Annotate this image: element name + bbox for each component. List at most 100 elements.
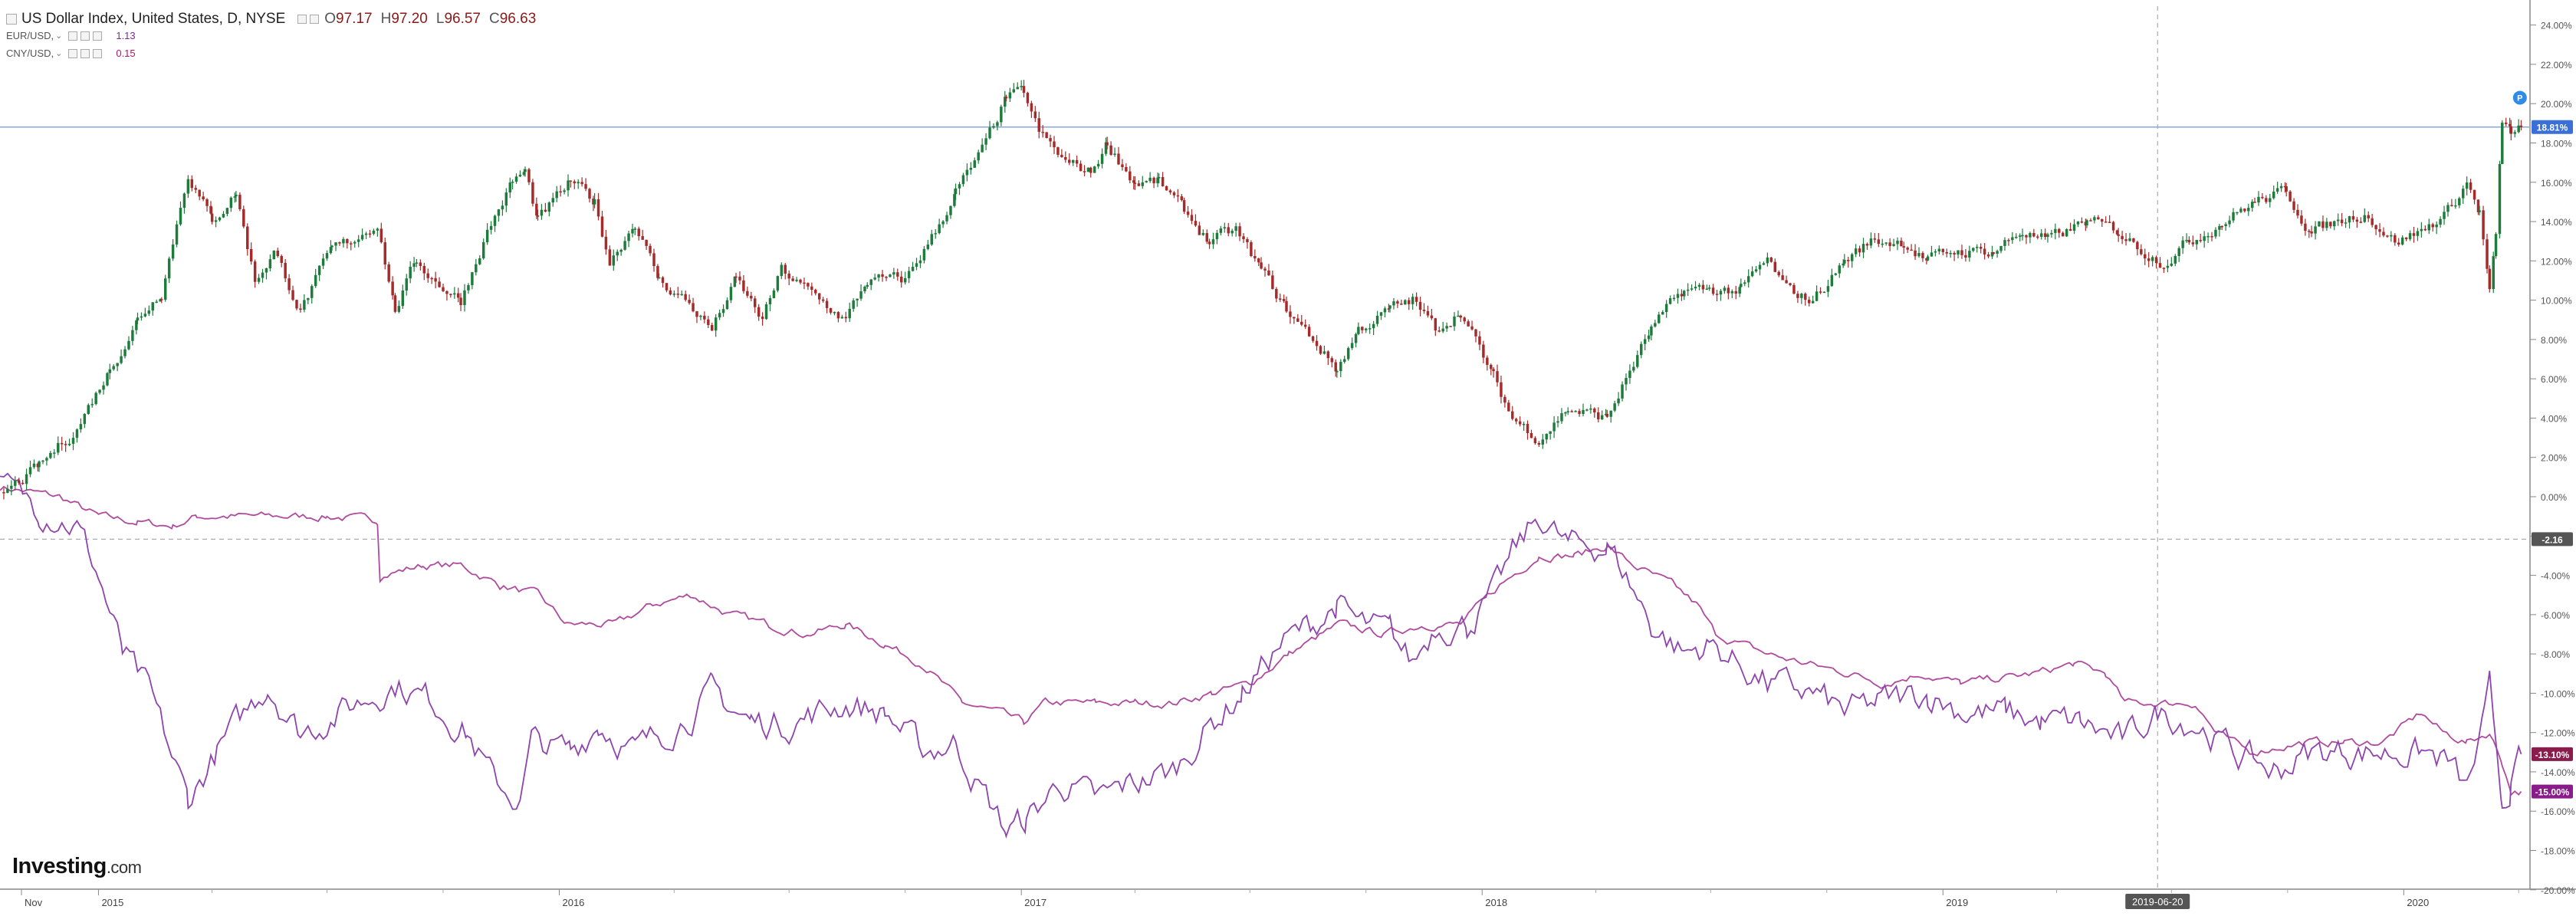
candle-body — [1858, 248, 1861, 253]
crosshair-x-label: 2019-06-20 — [2132, 896, 2183, 908]
candle-body — [1282, 299, 1286, 301]
candle-body — [1396, 301, 1399, 304]
candle-body — [1769, 257, 1773, 262]
candle-body — [1808, 300, 1811, 304]
candle-body — [1727, 287, 1730, 294]
candle-body — [833, 312, 836, 314]
candle-body — [2147, 258, 2150, 261]
candle-body — [840, 317, 844, 319]
candle-body — [2, 492, 5, 494]
candle-body — [325, 253, 329, 259]
cny-settings-icon[interactable] — [80, 48, 90, 58]
candle-body — [155, 301, 158, 303]
candle-body — [1453, 316, 1456, 327]
candle-body — [10, 485, 13, 489]
settings-icon[interactable] — [310, 15, 320, 24]
candle-body — [725, 300, 729, 310]
candle-body — [563, 190, 566, 192]
candle-body — [1388, 305, 1392, 309]
candle-body — [1869, 238, 1873, 246]
candle-body — [2517, 125, 2520, 133]
candle-body — [2011, 237, 2014, 241]
candle-body — [2218, 225, 2221, 230]
candle-body — [930, 234, 933, 245]
candle-body — [981, 144, 984, 153]
candle-body — [1445, 326, 1448, 329]
candle-body — [2412, 233, 2416, 236]
candle-body — [1148, 177, 1152, 182]
candle-body — [401, 291, 405, 307]
cny-hide-icon[interactable] — [68, 48, 78, 58]
ohlc-low-label: L — [435, 11, 445, 27]
eur-hide-icon[interactable] — [68, 31, 78, 41]
candle-body — [1133, 182, 1137, 184]
collapse-legend-button[interactable] — [6, 14, 17, 25]
candle-body — [2465, 182, 2469, 189]
candle-body — [1180, 196, 1184, 201]
candle-body — [1605, 413, 1608, 417]
candle-body — [2329, 222, 2332, 227]
candle-body — [2144, 254, 2147, 259]
candle-body — [926, 245, 930, 249]
candle-body — [1804, 294, 1807, 300]
candle-body — [524, 169, 527, 172]
candle-body — [754, 298, 757, 307]
candle-body — [438, 281, 441, 287]
candle-body — [1053, 141, 1056, 148]
candle-body — [2043, 233, 2047, 238]
candle-body — [922, 248, 926, 261]
candle-body — [2367, 215, 2370, 218]
candle-body — [481, 242, 485, 258]
candle-body — [1092, 166, 1096, 173]
eur-caret-icon[interactable]: ⌄ — [55, 31, 63, 41]
cny-usd-last-badge — [2532, 784, 2573, 799]
candle-body — [1227, 227, 1230, 234]
candle-body — [649, 245, 652, 254]
candle-body — [209, 205, 212, 214]
candle-body — [996, 122, 999, 126]
logo-text: Investing — [12, 854, 107, 878]
candle-body — [738, 276, 741, 281]
candle-body — [2488, 268, 2492, 290]
candle-body — [457, 293, 460, 298]
candle-body — [163, 278, 167, 300]
candle-body — [140, 316, 143, 318]
candle-body — [1896, 241, 1899, 245]
candle-body — [60, 443, 64, 445]
eur-close-icon[interactable] — [93, 31, 103, 41]
candle-body — [965, 169, 969, 176]
candle-body — [2269, 198, 2272, 202]
candle-body — [1789, 283, 1792, 285]
candle-body — [911, 267, 915, 271]
candle-body — [2513, 132, 2516, 134]
candle-body — [2108, 222, 2111, 223]
candle-body — [1022, 86, 1026, 94]
candle-body — [750, 295, 753, 299]
candle-body — [1921, 253, 1924, 258]
legend-main-row: US Dollar Index, United States, D, NYSE … — [6, 11, 542, 28]
candle-body — [1049, 138, 1052, 142]
candle-body — [422, 265, 426, 274]
candle-body — [489, 225, 493, 230]
candle-body — [1617, 398, 1620, 404]
candle-body — [1654, 323, 1657, 327]
candle-body — [171, 244, 175, 259]
candle-body — [2253, 202, 2256, 203]
candle-body — [1339, 362, 1342, 372]
candle-body — [1664, 304, 1668, 313]
candle-body — [761, 317, 764, 320]
candle-body — [1968, 251, 1971, 258]
ohlc-close-label: C — [489, 11, 500, 27]
candle-body — [742, 280, 745, 291]
hide-series-icon[interactable] — [297, 15, 307, 24]
candle-body — [2261, 196, 2264, 199]
candle-body — [1902, 246, 1905, 248]
eur-settings-icon[interactable] — [80, 31, 90, 41]
candle-body — [2019, 235, 2022, 237]
candle-body — [2097, 217, 2100, 220]
candle-body — [1914, 250, 1917, 257]
cny-caret-icon[interactable]: ⌄ — [55, 49, 63, 58]
cny-close-icon[interactable] — [93, 48, 103, 58]
